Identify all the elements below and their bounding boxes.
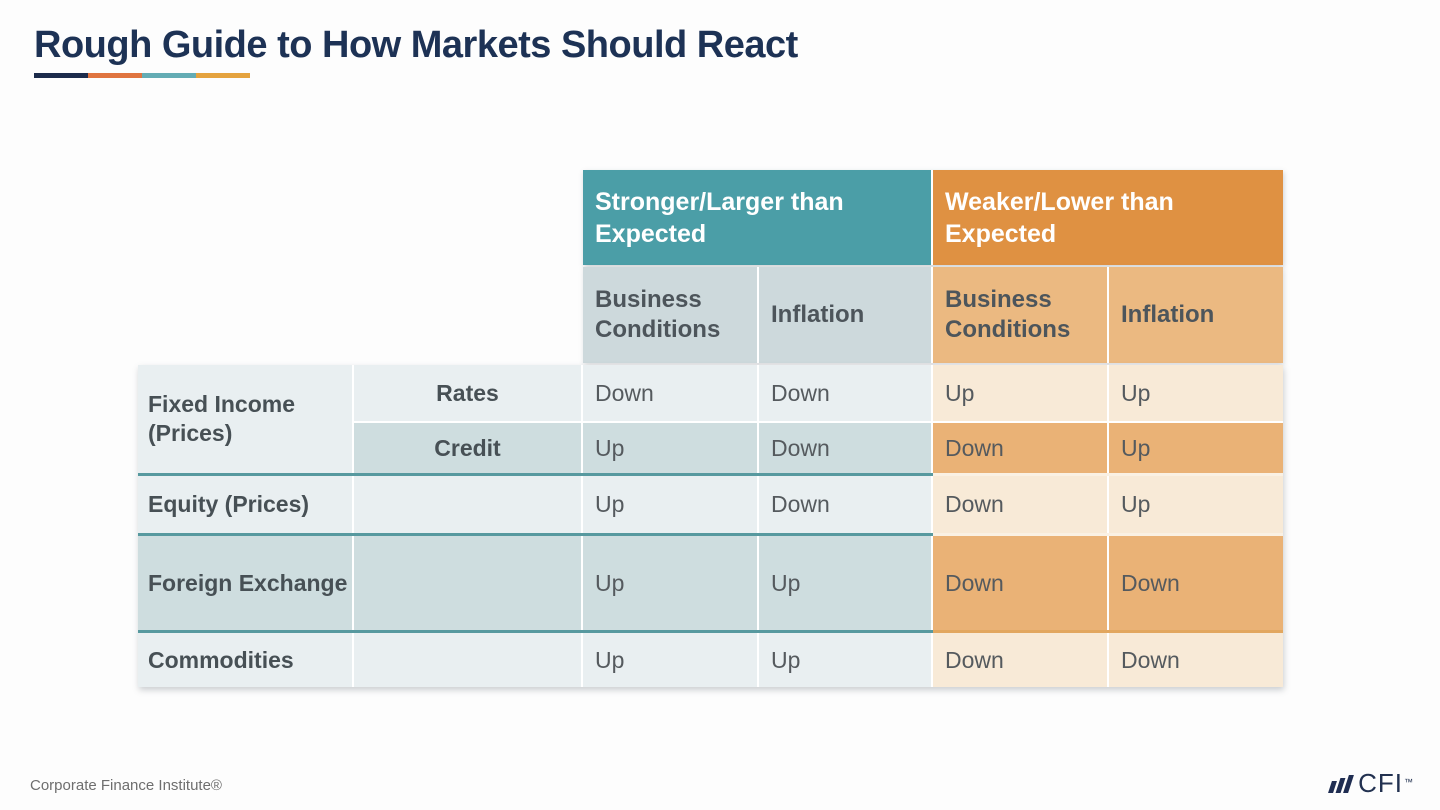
divider-warm-line (933, 630, 1283, 633)
page-title: Rough Guide to How Markets Should React (34, 24, 798, 66)
cell-credit-stronger-inflation: Down (759, 423, 931, 473)
cell-credit-weaker-inflation: Up (1109, 423, 1283, 473)
group-divider (138, 630, 1283, 633)
subheader-business-conditions-stronger: Business Conditions (583, 267, 757, 363)
cfi-logo-text: CFI (1358, 768, 1403, 798)
cell-commodities-weaker-business: Down (933, 633, 1107, 687)
footer-attribution: Corporate Finance Institute® (30, 777, 222, 794)
subheader-inflation-stronger: Inflation (759, 267, 931, 363)
underline-segment-orange (88, 73, 142, 78)
table-header-groups: Stronger/Larger than Expected Weaker/Low… (583, 170, 1283, 265)
table-row-equity: Equity (Prices) Up Down Down Up (138, 476, 1283, 533)
row-sublabel-credit: Credit (354, 423, 581, 473)
title-underline (34, 73, 250, 78)
group-divider (138, 533, 1283, 536)
subheader-business-conditions-weaker: Business Conditions (933, 267, 1107, 363)
divider-teal-line (138, 630, 933, 633)
row-label-fixed-income: Fixed Income (Prices) (138, 365, 352, 473)
group-divider (138, 473, 1283, 476)
table-subheaders: Business Conditions Inflation Business C… (583, 267, 1283, 363)
row-sublabel-equity (354, 476, 581, 533)
divider-warm-line (933, 473, 1283, 476)
cfi-logo: CFI ™ (1328, 768, 1413, 798)
cell-equity-weaker-business: Down (933, 476, 1107, 533)
subheader-inflation-weaker: Inflation (1109, 267, 1283, 363)
cfi-logo-bars-icon (1328, 775, 1355, 793)
row-sublabel-rates: Rates (354, 365, 581, 421)
table-row-foreign-exchange: Foreign Exchange Up Up Down Down (138, 536, 1283, 630)
table-row-commodities: Commodities Up Up Down Down (138, 633, 1283, 687)
cell-commodities-weaker-inflation: Down (1109, 633, 1283, 687)
cell-credit-weaker-business: Down (933, 423, 1107, 473)
header-stronger-larger: Stronger/Larger than Expected (583, 170, 931, 265)
cell-commodities-stronger-business: Up (583, 633, 757, 687)
table-row-credit: Credit Up Down Down Up (354, 423, 1283, 473)
row-sublabel-foreign-exchange (354, 536, 581, 630)
cell-rates-weaker-business: Up (933, 365, 1107, 421)
divider-teal-line (138, 533, 933, 536)
underline-segment-navy (34, 73, 88, 78)
cell-rates-weaker-inflation: Up (1109, 365, 1283, 421)
underline-segment-amber (196, 73, 250, 78)
divider-warm-line (933, 533, 1283, 536)
cell-rates-stronger-inflation: Down (759, 365, 931, 421)
cell-rates-stronger-business: Down (583, 365, 757, 421)
cell-fx-weaker-business: Down (933, 536, 1107, 630)
cell-equity-stronger-inflation: Down (759, 476, 931, 533)
cell-equity-stronger-business: Up (583, 476, 757, 533)
underline-segment-teal (142, 73, 196, 78)
cell-credit-stronger-business: Up (583, 423, 757, 473)
divider-teal-line (138, 473, 933, 476)
row-label-commodities: Commodities (138, 633, 352, 687)
row-group-fixed-income: Fixed Income (Prices) Rates Down Down Up… (138, 365, 1283, 473)
table-row-rates: Rates Down Down Up Up (354, 365, 1283, 421)
cell-fx-stronger-inflation: Up (759, 536, 931, 630)
cell-commodities-stronger-inflation: Up (759, 633, 931, 687)
row-label-equity: Equity (Prices) (138, 476, 352, 533)
cell-fx-stronger-business: Up (583, 536, 757, 630)
table-body: Fixed Income (Prices) Rates Down Down Up… (138, 365, 1283, 687)
cfi-logo-trademark: ™ (1404, 777, 1413, 787)
row-sublabel-commodities (354, 633, 581, 687)
cell-equity-weaker-inflation: Up (1109, 476, 1283, 533)
cell-fx-weaker-inflation: Down (1109, 536, 1283, 630)
row-label-foreign-exchange: Foreign Exchange (138, 536, 352, 630)
header-weaker-lower: Weaker/Lower than Expected (933, 170, 1283, 265)
